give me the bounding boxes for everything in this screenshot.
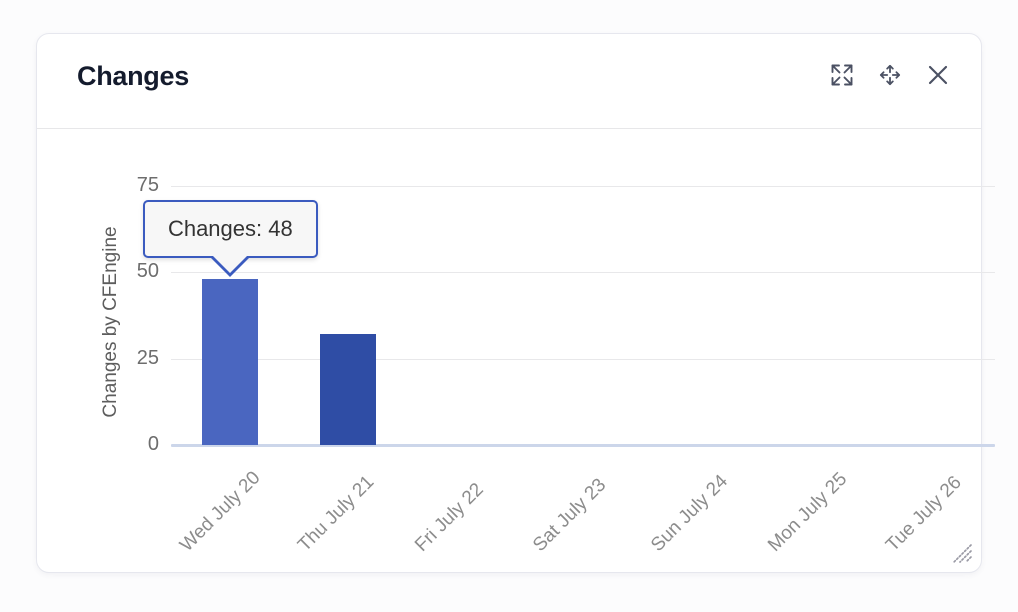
x-tick-label: Wed July 20 <box>175 467 265 556</box>
x-axis-line <box>171 444 995 447</box>
bar[interactable] <box>319 334 376 445</box>
y-tick-label: 75 <box>136 174 159 196</box>
expand-icon <box>829 62 855 88</box>
tooltip-arrow-fill <box>212 255 249 274</box>
changes-widget-card: Changes <box>36 33 995 573</box>
gridline <box>171 186 995 187</box>
x-tick-label: Fri July 22 <box>411 479 489 556</box>
y-axis-title: Changes by CFEngine <box>100 226 121 418</box>
y-tick-label: 0 <box>147 433 159 455</box>
widget-header: Changes <box>37 34 981 129</box>
close-icon <box>925 62 951 88</box>
page-title: Changes <box>77 61 189 91</box>
gridline <box>171 358 995 360</box>
x-tick-label: Thu July 21 <box>293 471 378 556</box>
move-button[interactable] <box>873 58 907 92</box>
fullscreen-button[interactable] <box>825 58 859 92</box>
gridline <box>171 272 995 274</box>
y-tick-label: 50 <box>136 260 159 283</box>
bar[interactable] <box>201 279 258 445</box>
y-tick-label: 25 <box>136 346 159 369</box>
bar-chart[interactable]: Changes by CFEngine 0 25 50 75 Wed July 20 T… <box>37 129 995 572</box>
resize-grip-icon <box>951 544 973 568</box>
x-tick-label: Sun July 24 <box>646 470 732 556</box>
x-tick-label: Sat July 23 <box>529 474 611 556</box>
move-icon <box>877 62 903 88</box>
tooltip-text: Changes: 48 <box>167 216 293 242</box>
close-button[interactable] <box>921 58 955 92</box>
chart-tooltip: Changes: 48 <box>142 200 318 278</box>
x-tick-label: Mon July 25 <box>764 468 852 556</box>
resize-handle[interactable] <box>951 542 973 564</box>
